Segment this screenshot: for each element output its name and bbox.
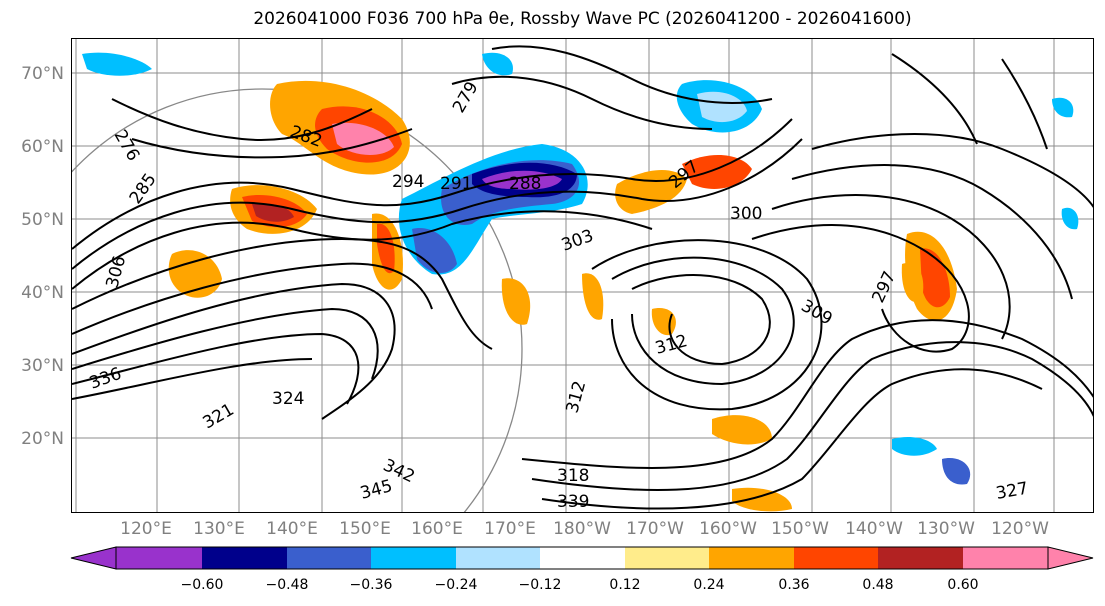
contour-label: 339 [557,492,589,512]
lon-label-140e: 140°E [266,519,318,539]
colorbar-tick: −0.48 [265,577,309,593]
colorbar-swatch [371,547,456,569]
contour-label: 327 [994,479,1029,504]
colorbar-tick: 0.36 [778,577,810,593]
lat-label-70n: 70°N [21,64,64,84]
colorbar-segments [115,546,1049,570]
colorbar-swatch [963,547,1048,569]
colorbar-tick: −0.36 [349,577,393,593]
lat-label-40n: 40°N [21,283,64,303]
map-canvas: 276 282 285 288 294 291 297 300 303 309 … [72,39,1093,512]
contour-label: 300 [730,204,762,224]
colorbar-swatch [540,547,625,569]
colorbar-swatch [202,547,287,569]
contour-label-group: 276 282 285 288 294 291 297 300 303 309 … [87,78,1030,512]
lon-label-130w: 130°W [917,519,975,539]
contour-label: 288 [509,174,541,194]
anomaly-shading [82,52,1079,512]
graticule [72,39,1093,512]
contour-label: 285 [126,170,161,208]
contour-label: 345 [358,476,395,504]
lon-label-170e: 170°E [484,519,536,539]
colorbar-tick: 0.60 [947,577,979,593]
colorbar-tick: 0.12 [609,577,641,593]
lon-label-120e: 120°E [120,519,172,539]
plot-title: 2026041000 F036 700 hPa θe, Rossby Wave … [253,9,912,29]
lon-label-160w: 160°W [699,519,757,539]
lat-label-30n: 30°N [21,356,64,376]
lat-label-20n: 20°N [21,429,64,449]
contour-label: 309 [798,296,836,330]
lon-label-150w: 150°W [771,519,829,539]
map-panel: 276 282 285 288 294 291 297 300 303 309 … [71,38,1094,513]
colorbar-swatch [625,547,709,569]
lat-label-60n: 60°N [21,137,64,157]
range-ring [72,88,523,512]
colorbar-tick: −0.24 [434,577,478,593]
contour-label: 291 [440,174,472,194]
lon-label-180w: 180°W [553,519,611,539]
colorbar-tick: 0.48 [862,577,894,593]
contour-label: 321 [200,400,238,434]
colorbar-swatch [794,547,878,569]
contour-label: 318 [557,466,589,486]
contour-label: 297 [868,268,900,306]
colorbar-swatch [287,547,371,569]
colorbar-swatch [709,547,794,569]
colorbar-max-extend [1047,546,1094,570]
colorbar-swatch [878,547,963,569]
lat-label-50n: 50°N [21,210,64,230]
contour-label: 303 [559,226,596,256]
colorbar-tick: 0.24 [693,577,725,593]
colorbar-tick: −0.12 [518,577,562,593]
lon-label-170w: 170°W [626,519,684,539]
colorbar-tick: −0.60 [180,577,224,593]
colorbar-min-extend [70,546,117,570]
lon-label-140w: 140°W [845,519,903,539]
contour-label: 312 [563,379,591,416]
lon-label-160e: 160°E [411,519,463,539]
lon-label-120w: 120°W [991,519,1049,539]
lon-label-130e: 130°E [193,519,245,539]
colorbar [70,546,1094,570]
contour-label: 294 [392,172,424,192]
colorbar-swatch [116,547,202,569]
colorbar-swatch [456,547,540,569]
theta-e-contours [72,45,1093,510]
contour-label: 324 [272,389,304,409]
lon-label-150e: 150°E [339,519,391,539]
